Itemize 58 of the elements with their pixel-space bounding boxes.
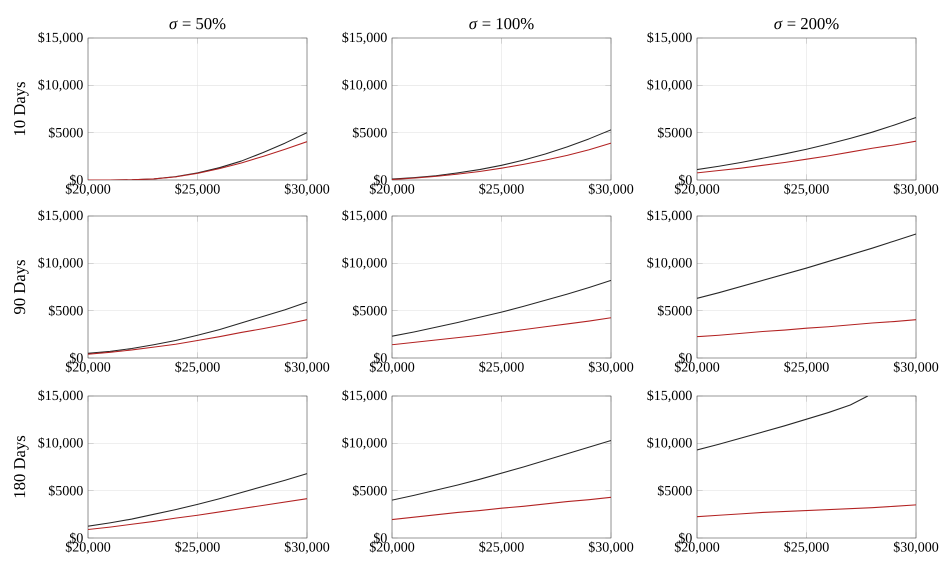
x-tick-label: $30,000 <box>284 541 330 554</box>
line-series <box>392 129 612 180</box>
y-tick-label: $15,000 <box>342 210 387 222</box>
y-tick-label: $5000 <box>658 127 692 138</box>
y-tick-label: $15,000 <box>38 390 83 402</box>
y-axis-title: 10 Days <box>14 82 29 136</box>
x-tick-label: $25,000 <box>175 361 220 374</box>
y-tick-label: $5000 <box>48 305 83 316</box>
line-series <box>392 280 612 337</box>
y-tick-label: $5000 <box>48 485 83 496</box>
x-tick-label: $25,000 <box>479 541 524 554</box>
x-tick-label: $25,000 <box>175 541 220 554</box>
y-tick-label: $15,000 <box>647 32 692 44</box>
y-tick-label: $15,000 <box>342 32 387 44</box>
y-tick-label: $10,000 <box>38 437 83 450</box>
line-series <box>88 141 308 180</box>
y-tick-label: $5000 <box>48 127 83 138</box>
x-tick-label: $30,000 <box>588 361 634 374</box>
x-tick-label: $30,000 <box>894 183 938 196</box>
x-tick-label: $25,000 <box>784 541 829 554</box>
line-series <box>88 319 308 355</box>
y-tick-label: $5000 <box>352 305 387 316</box>
x-tick-label: $30,000 <box>284 361 330 374</box>
y-tick-label: $5000 <box>352 127 387 138</box>
x-tick-label: $25,000 <box>784 361 829 374</box>
chart-title: σ = 100% <box>469 18 534 30</box>
y-axis-title: 180 Days <box>14 436 29 498</box>
y-tick-label: $15,000 <box>38 210 83 222</box>
y-tick-label: $5000 <box>352 485 387 496</box>
x-tick-label: $25,000 <box>479 361 524 374</box>
x-tick-label: $30,000 <box>894 541 938 554</box>
y-tick-label: $5000 <box>658 485 692 496</box>
y-tick-label: $10,000 <box>647 79 692 92</box>
y-tick-label: $15,000 <box>647 390 692 402</box>
y-tick-label: $5000 <box>658 305 692 316</box>
y-tick-label: $10,000 <box>647 437 692 450</box>
x-tick-label: $30,000 <box>588 541 634 554</box>
y-tick-label: $15,000 <box>38 32 83 44</box>
y-tick-label: $10,000 <box>38 257 83 270</box>
y-tick-label: $10,000 <box>342 257 387 270</box>
chart-title: σ = 50% <box>169 18 226 30</box>
line-series <box>392 142 612 180</box>
y-tick-label: $15,000 <box>342 390 387 402</box>
x-tick-label: $30,000 <box>588 183 634 196</box>
x-tick-label: $25,000 <box>479 183 524 196</box>
y-tick-label: $10,000 <box>647 257 692 270</box>
chart-title: σ = 200% <box>774 18 839 30</box>
y-tick-label: $10,000 <box>342 437 387 450</box>
y-tick-label: $10,000 <box>342 79 387 92</box>
y-axis-title: 90 Days <box>14 260 29 314</box>
line-series <box>697 140 916 174</box>
x-tick-label: $30,000 <box>284 183 330 196</box>
y-tick-label: $15,000 <box>647 210 692 222</box>
line-series <box>392 496 612 520</box>
y-tick-label: $10,000 <box>38 79 83 92</box>
x-tick-label: $30,000 <box>894 361 938 374</box>
x-tick-label: $25,000 <box>175 183 220 196</box>
x-tick-label: $25,000 <box>784 183 829 196</box>
